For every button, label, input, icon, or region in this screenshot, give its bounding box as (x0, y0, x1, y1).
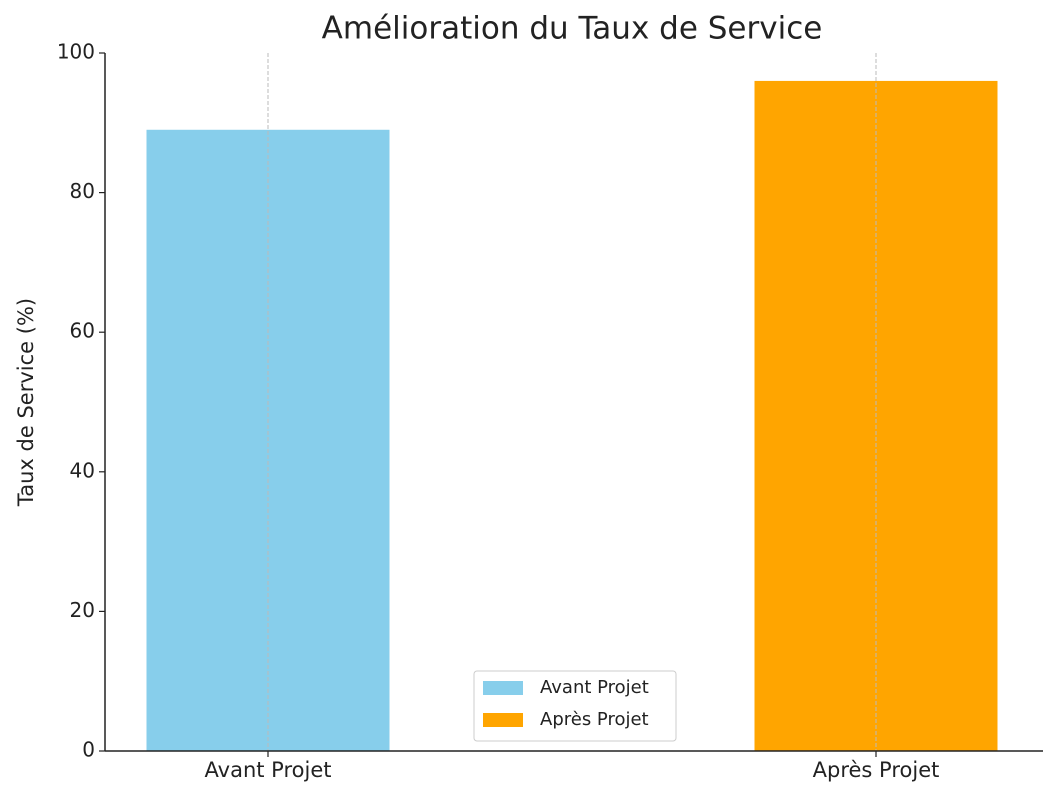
y-tick-label: 20 (70, 598, 95, 622)
x-tick-label: Avant Projet (205, 758, 332, 782)
y-tick-label: 40 (70, 458, 95, 482)
legend: Avant Projet Après Projet (473, 670, 677, 742)
legend-swatch (483, 681, 523, 695)
y-axis-label: Taux de Service (%) (14, 298, 38, 507)
legend-label: Après Projet (540, 709, 649, 730)
y-tick-label: 60 (70, 319, 95, 343)
chart-title: Amélioration du Taux de Service (322, 11, 823, 47)
legend-box (473, 670, 677, 742)
y-tick-label: 100 (57, 40, 95, 64)
y-tick-label: 80 (70, 179, 95, 203)
legend-swatch (483, 713, 523, 727)
legend-label: Avant Projet (540, 677, 649, 698)
x-tick-label: Après Projet (813, 758, 940, 782)
y-tick-label: 0 (82, 738, 95, 762)
